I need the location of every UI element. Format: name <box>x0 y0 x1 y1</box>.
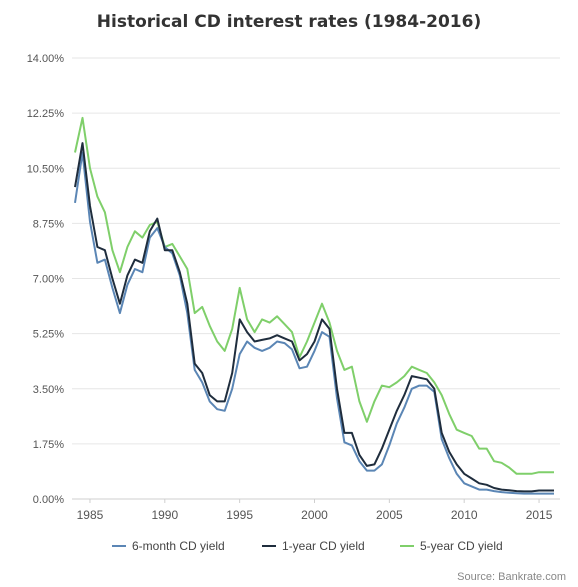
legend-label: 1-year CD yield <box>282 539 365 553</box>
y-tick-label: 3.50% <box>33 384 64 396</box>
legend: 6-month CD yield 1-year CD yield 5-year CD… <box>112 539 503 553</box>
y-tick-label: 1.75% <box>33 439 64 451</box>
x-tick-label: 2015 <box>526 508 553 522</box>
x-tick-label: 1985 <box>77 508 104 522</box>
source-note: Source: Bankrate.com <box>457 571 566 583</box>
x-tick-label: 2010 <box>451 508 478 522</box>
y-tick-label: 0.00% <box>33 494 64 506</box>
x-tick-label: 1995 <box>226 508 253 522</box>
x-axis-ticks: 1985 1990 1995 2000 2005 2010 2015 <box>77 499 553 522</box>
series-lines <box>74 116 554 495</box>
series-line-1-year <box>74 142 554 493</box>
x-tick-label: 2005 <box>376 508 403 522</box>
series-line-6-month <box>74 151 554 495</box>
series-line-5-year <box>74 116 554 475</box>
y-tick-label: 10.50% <box>27 163 65 175</box>
y-tick-label: 8.75% <box>33 218 64 230</box>
y-tick-label: 5.25% <box>33 329 64 341</box>
chart-title: Historical CD interest rates (1984-2016) <box>96 12 482 32</box>
gridlines <box>72 57 560 500</box>
x-tick-label: 2000 <box>301 508 328 522</box>
legend-label: 6-month CD yield <box>132 539 225 553</box>
y-tick-label: 12.25% <box>27 108 65 120</box>
y-tick-label: 7.00% <box>33 274 64 286</box>
y-axis-ticks: 0.00% 1.75% 3.50% 5.25% 7.00% 8.75% 10.50% 12.2… <box>27 53 65 506</box>
y-tick-label: 14.00% <box>27 53 65 65</box>
legend-label: 5-year CD yield <box>420 539 503 553</box>
x-tick-label: 1990 <box>151 508 178 522</box>
